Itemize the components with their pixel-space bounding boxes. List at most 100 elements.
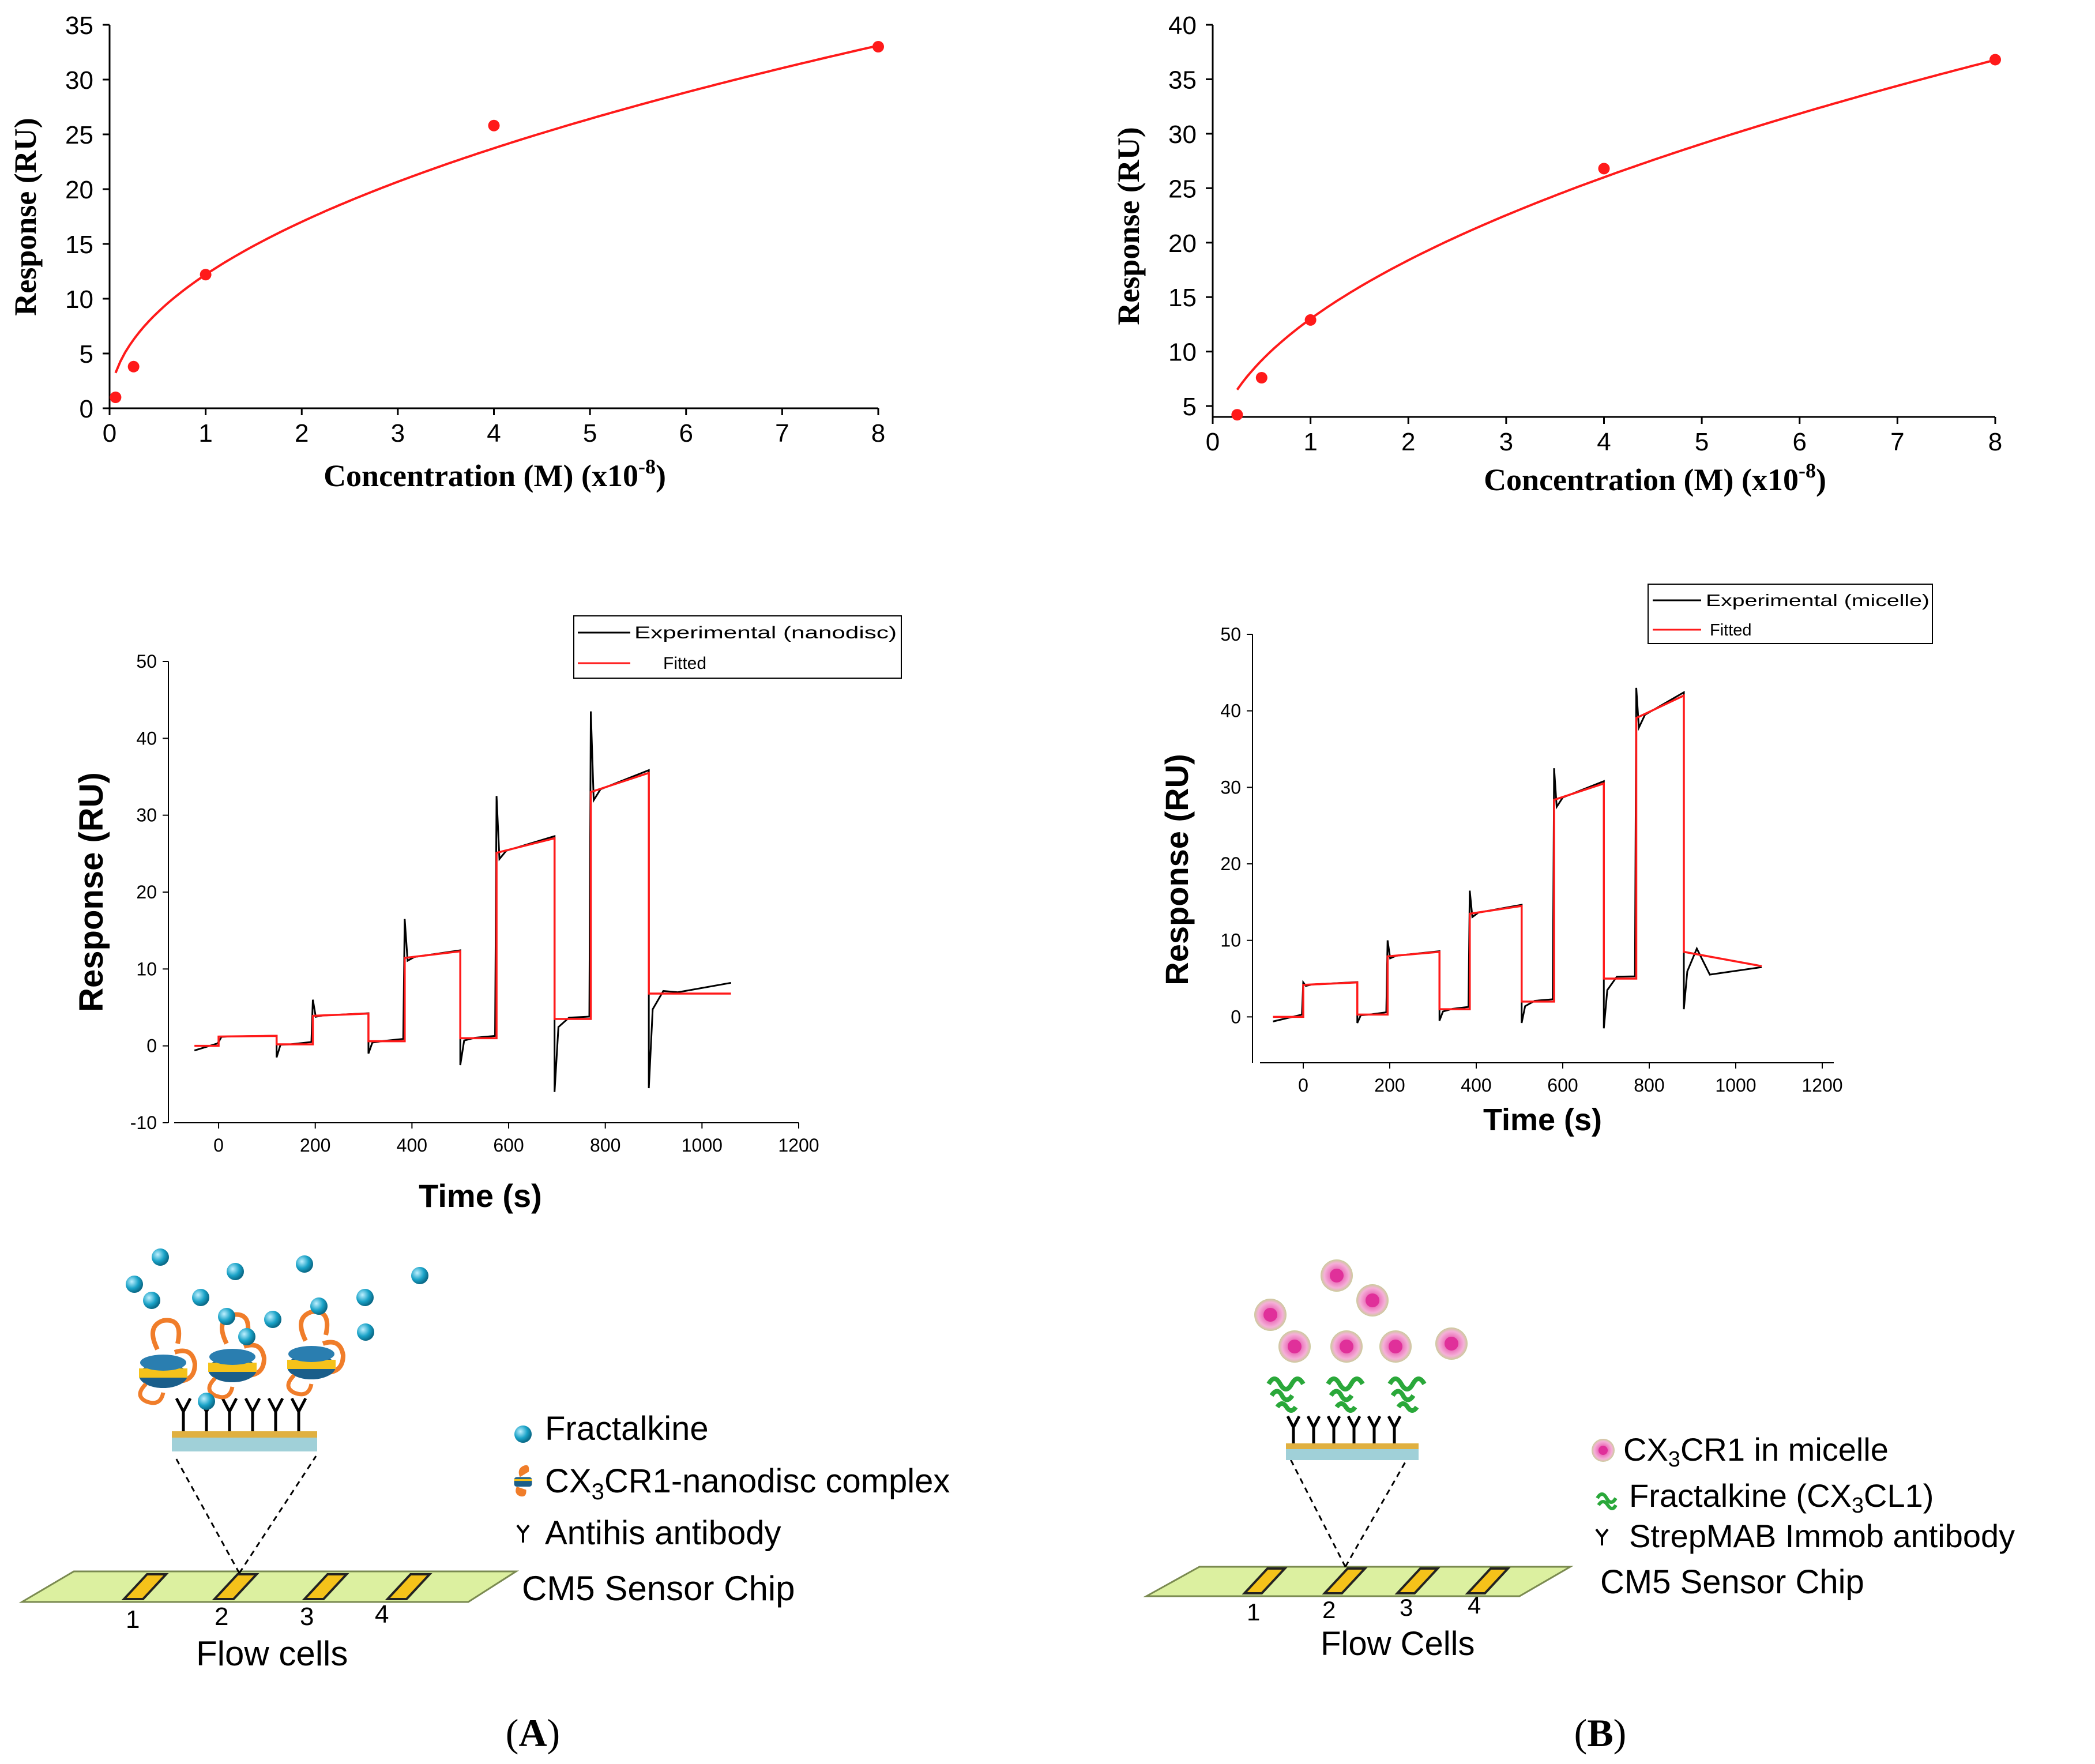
x-tick-label: 5 bbox=[583, 419, 597, 447]
y-tick-label: 20 bbox=[65, 176, 93, 204]
flow-cell-4 bbox=[385, 1573, 432, 1600]
x-tick-label: 8 bbox=[871, 419, 885, 447]
antibody bbox=[1367, 1415, 1382, 1443]
data-point bbox=[1598, 163, 1610, 175]
micelle bbox=[1379, 1330, 1412, 1363]
nanodisc-complex bbox=[286, 1309, 346, 1397]
legend-label-experimental: Experimental (nanodisc) bbox=[634, 623, 897, 642]
x-axis-label: Concentration (M) (x10-8) bbox=[1484, 459, 1826, 497]
y-tick-label: 25 bbox=[1168, 175, 1197, 203]
y-tick-label: 10 bbox=[1220, 930, 1241, 951]
y-axis-label: Response (RU) bbox=[73, 772, 110, 1012]
panel-label-a: (A) bbox=[506, 1711, 560, 1755]
legend-micelle: CX3CR1 in micelle bbox=[1623, 1431, 1889, 1472]
x-tick-label: 2 bbox=[295, 419, 309, 447]
fitted-line bbox=[1273, 694, 1762, 1018]
y-tick-label: 15 bbox=[65, 231, 93, 259]
y-tick-label: 40 bbox=[136, 728, 157, 749]
nanodisc-complex bbox=[207, 1312, 267, 1400]
x-axis-label: Time (s) bbox=[419, 1178, 542, 1214]
x-tick-label: 7 bbox=[775, 419, 789, 447]
chart-b-top-points bbox=[1231, 54, 2001, 421]
antibody bbox=[221, 1397, 238, 1431]
x-tick-label: 3 bbox=[391, 419, 405, 447]
legend-antibody: Antihis antibody bbox=[545, 1514, 781, 1552]
antibody bbox=[175, 1397, 192, 1431]
flow-cells bbox=[1242, 1567, 1511, 1594]
fractalkine-icon bbox=[514, 1426, 532, 1443]
flow-cell-3 bbox=[302, 1573, 349, 1600]
x-tick-label: 0 bbox=[1298, 1075, 1308, 1096]
y-tick-label: 10 bbox=[1168, 338, 1197, 367]
x-tick-label: 6 bbox=[1793, 428, 1807, 456]
fractalkine-bead bbox=[264, 1311, 281, 1328]
x-tick-label: 0 bbox=[103, 419, 116, 447]
chart-a-sensorgram-ticks: 0 200 400 600 800 1000 1200 -10 0 10 20 30 40 50 bbox=[130, 651, 819, 1156]
antibody bbox=[290, 1397, 307, 1431]
y-tick-label: 20 bbox=[1220, 853, 1241, 874]
x-tick-label: 1000 bbox=[1715, 1075, 1756, 1096]
y-tick-label: 40 bbox=[1220, 701, 1241, 721]
fractalkine-bead bbox=[227, 1263, 244, 1280]
nanodisc-complex bbox=[138, 1318, 198, 1405]
fractalkine-bead bbox=[357, 1323, 374, 1341]
legend-fractalkine: Fractalkine bbox=[545, 1410, 709, 1447]
sensor-chip bbox=[18, 1570, 520, 1603]
x-tick-label: 1200 bbox=[1801, 1075, 1842, 1096]
antibodies bbox=[175, 1397, 307, 1431]
micelle bbox=[1356, 1284, 1389, 1317]
x-tick-label: 600 bbox=[1547, 1075, 1578, 1096]
x-tick-label: 3 bbox=[1499, 428, 1513, 456]
panel-label-b: (B) bbox=[1574, 1711, 1627, 1755]
x-tick-label: 400 bbox=[397, 1135, 427, 1156]
antibody bbox=[1326, 1415, 1341, 1443]
legend-label-fitted: Fitted bbox=[1710, 621, 1752, 640]
y-axis-label: Response (RU) bbox=[1159, 754, 1195, 985]
y-tick-label: 0 bbox=[1231, 1006, 1241, 1027]
antibody bbox=[1387, 1415, 1402, 1443]
x-tick-label: 6 bbox=[679, 419, 693, 447]
y-tick-label: 10 bbox=[136, 958, 157, 979]
fractalkine-ligand bbox=[1387, 1376, 1427, 1413]
y-tick-label: 30 bbox=[1220, 777, 1241, 798]
data-point bbox=[1989, 54, 2001, 66]
fitted-series bbox=[194, 771, 731, 1047]
chart-a-sensorgram: 0 200 400 600 800 1000 1200 -10 0 10 20 30 40 50 Expe… bbox=[73, 615, 902, 1214]
y-tick-label: 20 bbox=[1168, 230, 1197, 258]
x-tick-label: 4 bbox=[1597, 428, 1611, 456]
antibody bbox=[244, 1397, 261, 1431]
x-tick-label: 0 bbox=[213, 1135, 224, 1156]
chart-b-sensorgram-axes bbox=[1252, 634, 1834, 1063]
legend-box bbox=[1648, 584, 1933, 644]
micelles bbox=[1254, 1259, 1468, 1363]
chart-b-top-axes bbox=[1212, 25, 1995, 418]
flow-cell-3 bbox=[1394, 1567, 1440, 1594]
x-tick-label: 600 bbox=[493, 1135, 524, 1156]
x-tick-label: 0 bbox=[1206, 428, 1220, 456]
zoom-line bbox=[174, 1455, 240, 1574]
chip-surface-gold bbox=[1286, 1443, 1419, 1449]
fractalkine-bead bbox=[152, 1248, 169, 1266]
fitted-line bbox=[194, 771, 731, 1047]
chart-b-sensorgram: 0 200 400 600 800 1000 1200 0 10 20 30 40 50 Experim… bbox=[1159, 584, 1933, 1137]
y-tick-label: 0 bbox=[80, 395, 93, 423]
chart-a-top-fit bbox=[114, 44, 879, 374]
fractalkine-ligands bbox=[1266, 1376, 1427, 1413]
antibodies bbox=[1286, 1415, 1402, 1443]
y-tick-label: 25 bbox=[65, 121, 93, 149]
zoom-line bbox=[238, 1455, 317, 1574]
x-axis-label: Concentration (M) (x10-8) bbox=[324, 455, 666, 493]
legend-antibody: StrepMAB Immob antibody bbox=[1629, 1518, 2015, 1554]
x-tick-label: 1200 bbox=[778, 1135, 819, 1156]
fit-curve bbox=[114, 44, 879, 374]
flow-cell-number-4: 4 bbox=[1468, 1592, 1481, 1619]
chart-b-sensorgram-ticks: 0 200 400 600 800 1000 1200 0 10 20 30 40 50 bbox=[1220, 624, 1842, 1096]
x-tick-label: 400 bbox=[1461, 1075, 1491, 1096]
nanodisc-icon bbox=[514, 1465, 532, 1497]
x-tick-label: 800 bbox=[590, 1135, 620, 1156]
y-tick-label: 35 bbox=[1168, 66, 1197, 94]
chart-legend: Experimental (micelle) Fitted bbox=[1648, 584, 1933, 644]
x-tick-label: 4 bbox=[487, 419, 501, 447]
flow-cell-number-3: 3 bbox=[300, 1603, 314, 1631]
